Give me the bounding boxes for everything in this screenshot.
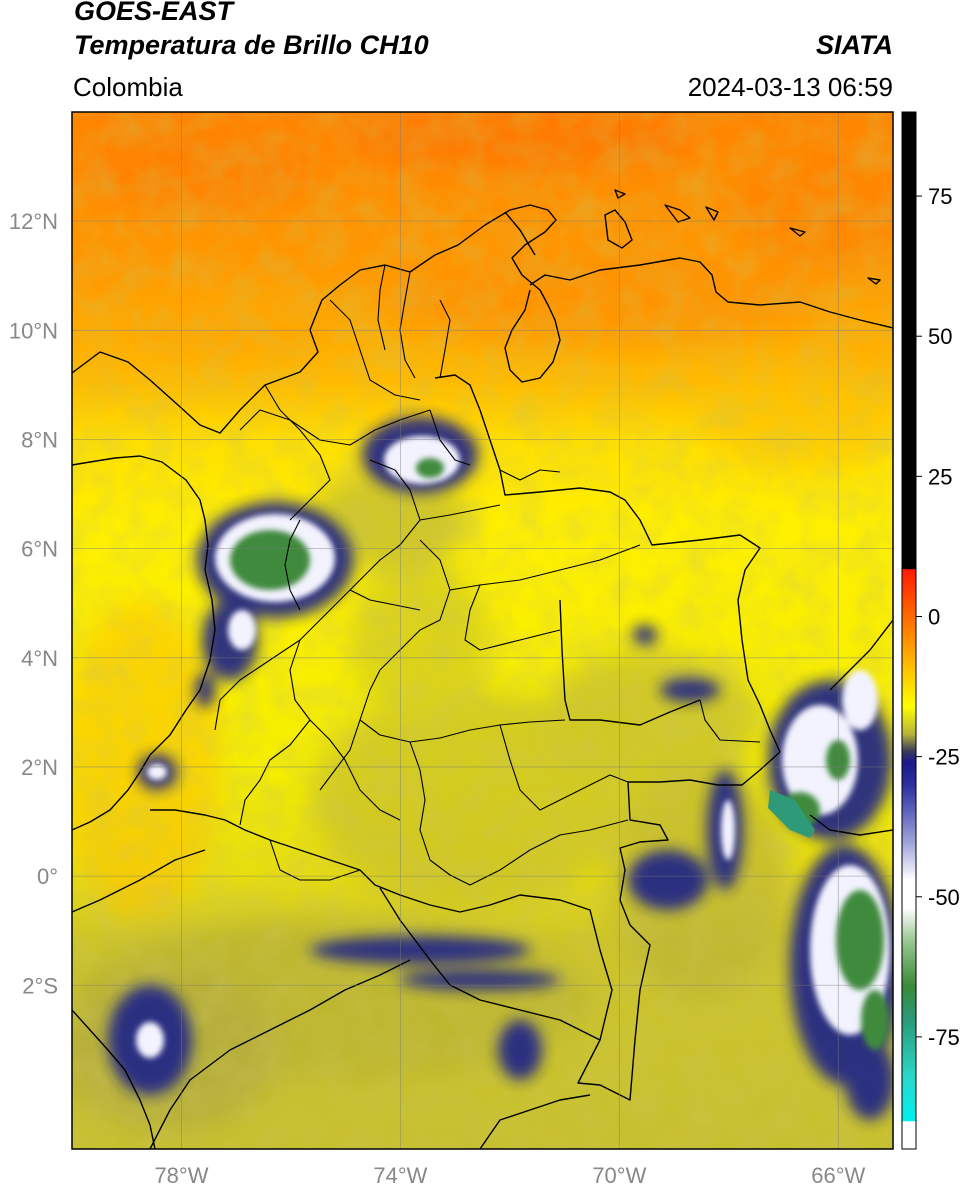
- lon-tick-label: 70°W: [592, 1163, 646, 1188]
- gridlines: [72, 112, 893, 1149]
- colorbar-tick-label: -75: [928, 1025, 960, 1050]
- lat-tick-label: 6°N: [21, 537, 58, 562]
- cloud-cold-teal: [768, 790, 815, 838]
- colorbar-frame: [901, 111, 917, 1150]
- lat-tick-label: 10°N: [9, 318, 58, 343]
- product-title: Temperatura de Brillo CH10: [74, 30, 429, 60]
- lat-tick-label: 4°N: [21, 646, 58, 671]
- lat-tick-label: 2°N: [21, 755, 58, 780]
- colorbar-tick-label: -50: [928, 885, 960, 910]
- region-label: Colombia: [73, 72, 183, 102]
- colorbar-tick-label: 25: [928, 464, 952, 489]
- colorbar: 75 50 25 0 -25 -50 -75: [901, 111, 960, 1150]
- lat-tick-label: 12°N: [9, 209, 58, 234]
- colorbar-ticks: 75 50 25 0 -25 -50 -75: [916, 184, 960, 1050]
- lon-tick-label: 74°W: [373, 1163, 427, 1188]
- colorbar-tick-label: -25: [928, 745, 960, 770]
- lat-tick-label: 2°S: [22, 973, 58, 998]
- lon-tick-label: 78°W: [154, 1163, 208, 1188]
- lat-tick-label: 8°N: [21, 427, 58, 452]
- agency-label: SIATA: [816, 30, 893, 60]
- colorbar-tick-label: 0: [928, 604, 940, 629]
- map-frame: [71, 111, 894, 1150]
- map-imagery: [72, 112, 893, 1149]
- lat-tick-label: 0°: [37, 864, 58, 889]
- satellite-title: GOES-EAST: [74, 0, 234, 26]
- colorbar-tick-label: 75: [928, 184, 952, 209]
- texture-noise: [72, 112, 893, 1149]
- datetime-label: 2024-03-13 06:59: [687, 72, 893, 102]
- latitude-tick-labels: 12°N 10°N 8°N 6°N 4°N 2°N 0° 2°S: [9, 209, 58, 998]
- longitude-tick-labels: 78°W 74°W 70°W 66°W: [154, 1163, 865, 1188]
- colorbar-gradient: [902, 112, 916, 1149]
- lon-tick-label: 66°W: [811, 1163, 865, 1188]
- colorbar-tick-label: 50: [928, 324, 952, 349]
- coastlines-borders: [72, 189, 893, 1149]
